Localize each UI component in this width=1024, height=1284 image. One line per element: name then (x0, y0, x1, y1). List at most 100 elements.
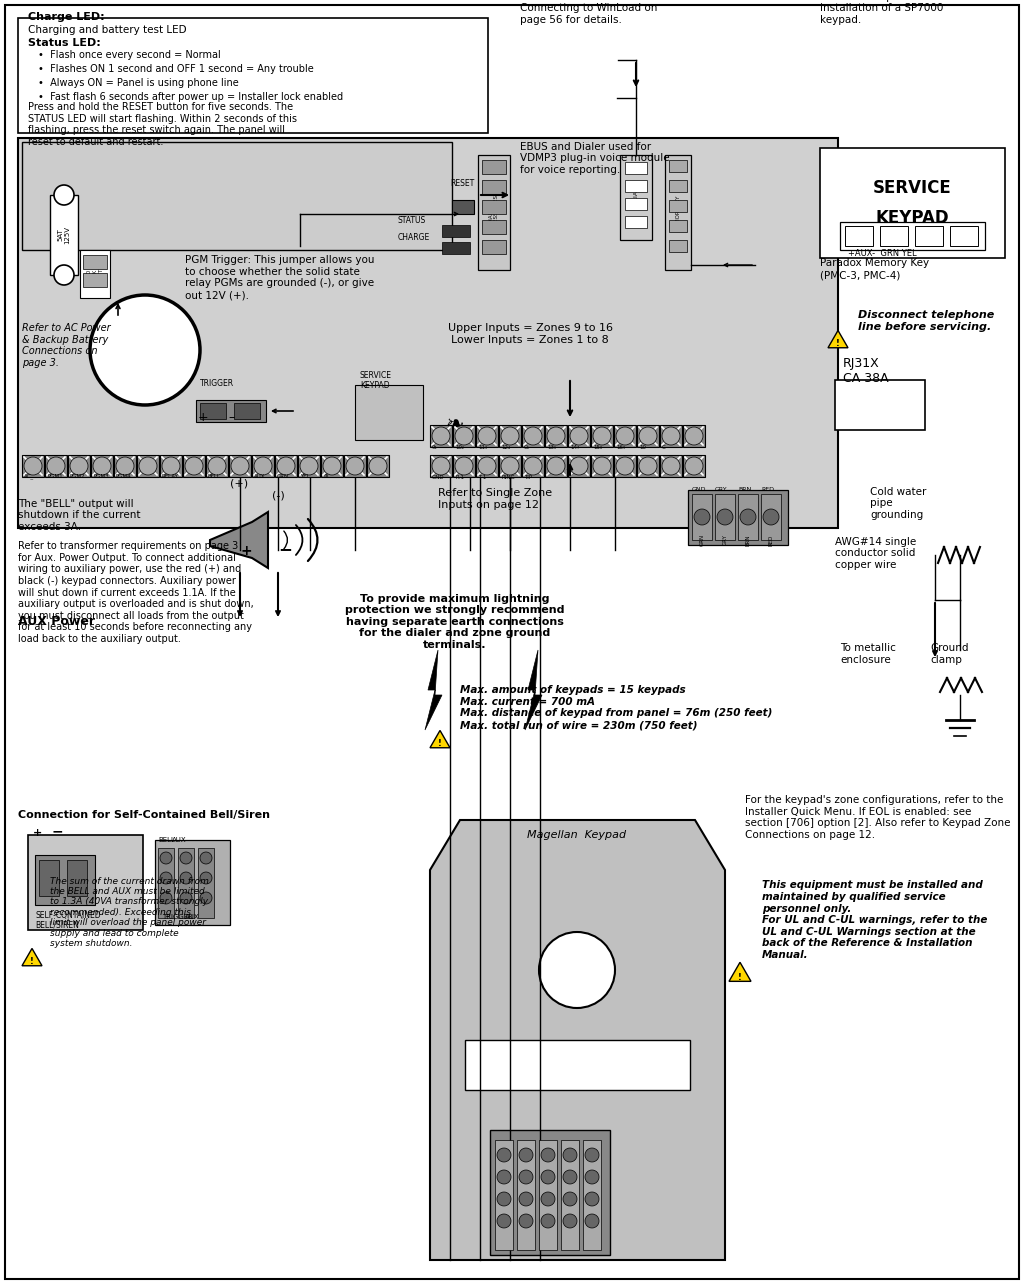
Text: PGM1: PGM1 (47, 474, 62, 479)
Polygon shape (430, 820, 725, 1260)
Circle shape (563, 1148, 577, 1162)
Circle shape (254, 457, 272, 475)
Circle shape (616, 428, 634, 446)
Text: Connection for Self-Contained Bell/Siren: Connection for Self-Contained Bell/Siren (18, 810, 270, 820)
Bar (452, 200, 474, 214)
Text: SERVICE
KEYPAD: SERVICE KEYPAD (360, 371, 392, 390)
Circle shape (300, 457, 318, 475)
Text: 11₃: 11₃ (478, 446, 487, 449)
Circle shape (541, 1170, 555, 1184)
Circle shape (200, 872, 212, 883)
Circle shape (563, 1213, 577, 1228)
Text: +AUX-  GRN YEL: +AUX- GRN YEL (848, 249, 916, 258)
Circle shape (346, 457, 364, 475)
Circle shape (208, 457, 226, 475)
Circle shape (93, 457, 111, 475)
Bar (591, 425, 613, 447)
Bar (625, 216, 647, 229)
Circle shape (547, 428, 565, 446)
Text: DIALER
ACCESSORIES: DIALER ACCESSORIES (488, 194, 500, 232)
Circle shape (547, 457, 565, 475)
Circle shape (200, 853, 212, 864)
Bar (68, 455, 90, 476)
Text: YEL: YEL (300, 474, 309, 479)
Text: Four pin connector can
be used for quick
installation of a SP7000
keypad.: Four pin connector can be used for quick… (820, 0, 943, 24)
Bar (465, 1040, 690, 1090)
Text: •  Flash once every second = Normal: • Flash once every second = Normal (38, 50, 221, 60)
Bar (665, 155, 691, 270)
Text: ZONE RED BLK GRN YEL: ZONE RED BLK GRN YEL (548, 1154, 553, 1230)
Text: !: ! (836, 339, 840, 348)
Bar (683, 425, 705, 447)
Text: 14₇: 14₇ (570, 446, 580, 449)
Bar (67, 860, 87, 896)
Circle shape (497, 1148, 511, 1162)
Bar (545, 425, 567, 447)
Circle shape (519, 1148, 534, 1162)
Text: C₅: C₅ (524, 446, 530, 449)
Circle shape (116, 457, 134, 475)
Bar (45, 455, 67, 476)
Bar (482, 160, 506, 175)
Text: AWG#14 single
conductor solid
copper wire: AWG#14 single conductor solid copper wir… (835, 537, 916, 570)
Bar (620, 155, 652, 240)
Text: 15₈: 15₈ (593, 446, 602, 449)
Circle shape (519, 1170, 534, 1184)
Circle shape (639, 428, 657, 446)
Bar (198, 847, 214, 918)
Text: The sum of the current drawn from
the BELL and AUX must be limited
to 1.3A (40VA: The sum of the current drawn from the BE… (50, 877, 209, 948)
Text: !: ! (438, 740, 442, 749)
Circle shape (54, 185, 74, 205)
Bar (50, 195, 78, 275)
Text: Used for In-Field Firmware
upgrade through a 306USB
Direct Connect Interface. Se: Used for In-Field Firmware upgrade throu… (520, 0, 674, 24)
Bar (591, 455, 613, 476)
Bar (430, 425, 452, 447)
Text: GND: GND (692, 487, 707, 492)
Text: Press and hold the RESET button for five seconds. The
STATUS LED will start flas: Press and hold the RESET button for five… (28, 103, 297, 146)
Circle shape (585, 1192, 599, 1206)
Circle shape (593, 457, 611, 475)
Text: GND: GND (432, 475, 444, 480)
Text: +: + (240, 544, 252, 559)
Bar (669, 160, 687, 172)
Circle shape (231, 457, 249, 475)
Text: Paradox Memory Key
(PMC-3, PMC-4): Paradox Memory Key (PMC-3, PMC-4) (820, 258, 929, 280)
Polygon shape (729, 962, 751, 981)
Text: T-1: T-1 (478, 475, 486, 480)
Bar (561, 1140, 579, 1251)
Text: PGM Trigger: This jumper allows you
to choose whether the solid state
relay PGMs: PGM Trigger: This jumper allows you to c… (185, 256, 375, 300)
Bar (625, 162, 647, 175)
Text: PGM4: PGM4 (116, 474, 132, 479)
Text: Magellan  Keypad: Magellan Keypad (527, 829, 627, 840)
Text: SELF-CONTAINED
BELL/SIREN: SELF-CONTAINED BELL/SIREN (35, 910, 100, 930)
Bar (196, 401, 266, 422)
Text: Disconnect telephone
line before servicing.: Disconnect telephone line before servici… (858, 311, 994, 333)
Text: RING: RING (501, 475, 515, 480)
Text: RED
BLK
BATT: RED BLK BATT (87, 267, 103, 281)
Circle shape (90, 295, 200, 404)
Circle shape (162, 457, 180, 475)
Text: Ground
clamp: Ground clamp (930, 643, 969, 665)
Bar (252, 455, 274, 476)
Circle shape (662, 457, 680, 475)
Bar (625, 180, 647, 193)
Circle shape (740, 508, 756, 525)
Bar (482, 220, 506, 234)
Bar (83, 256, 106, 270)
Circle shape (541, 1148, 555, 1162)
Bar (155, 840, 230, 924)
Text: TRIGGER: TRIGGER (162, 914, 193, 921)
Bar (950, 226, 978, 247)
Polygon shape (210, 512, 268, 568)
Circle shape (160, 892, 172, 904)
Circle shape (478, 428, 496, 446)
Circle shape (180, 892, 193, 904)
Bar (522, 425, 544, 447)
Bar (114, 455, 136, 476)
Text: −: − (52, 824, 63, 838)
Bar (22, 455, 44, 476)
Bar (660, 425, 682, 447)
Bar (275, 455, 297, 476)
Bar (625, 198, 647, 211)
Bar (545, 455, 567, 476)
